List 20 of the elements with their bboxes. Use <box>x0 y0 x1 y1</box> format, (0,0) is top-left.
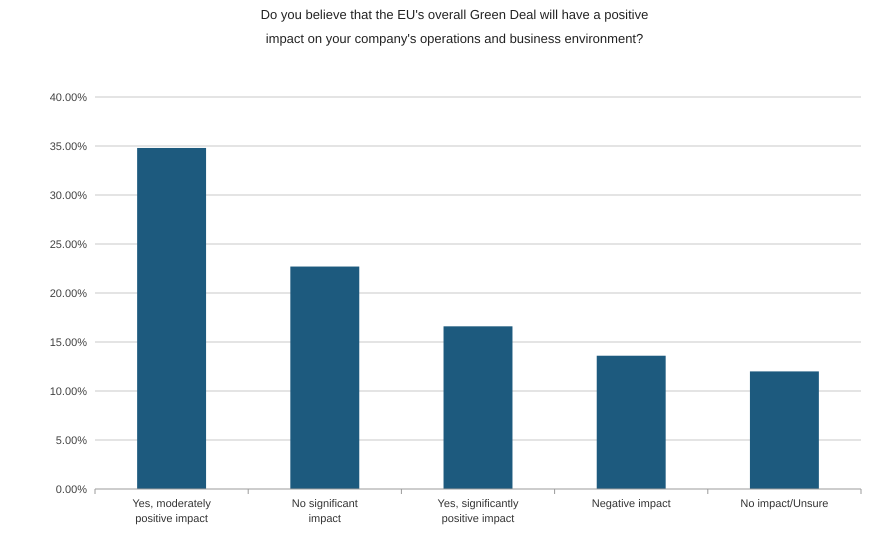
bar <box>444 326 512 489</box>
y-tick-label: 15.00% <box>50 336 88 349</box>
bar <box>596 356 666 489</box>
y-tick-label: 35.00% <box>50 140 88 153</box>
y-tick-label: 20.00% <box>50 288 88 300</box>
y-tick-label: 30.00% <box>50 190 88 202</box>
bar <box>290 266 360 489</box>
x-tick-label: No significant impact <box>292 498 358 525</box>
x-tick-label: No impact/Unsure <box>740 498 828 510</box>
bar <box>137 148 206 489</box>
y-tick-label: 25.00% <box>50 238 88 251</box>
y-tick-label: 0.00% <box>56 484 88 496</box>
y-tick-label: 5.00% <box>56 434 88 447</box>
y-tick-label: 10.00% <box>50 386 88 398</box>
bar <box>750 371 819 489</box>
x-tick-label: Negative impact <box>592 498 671 510</box>
x-tick-label: Yes, moderately positive impact <box>132 498 212 525</box>
chart-title: Do you believe that the EU's overall Green Deal will have a positive impact on your company's operations and business environment? <box>260 7 648 46</box>
x-tick-label: Yes, significantly positive impact <box>438 498 519 525</box>
y-tick-label: 40.00% <box>50 92 88 104</box>
